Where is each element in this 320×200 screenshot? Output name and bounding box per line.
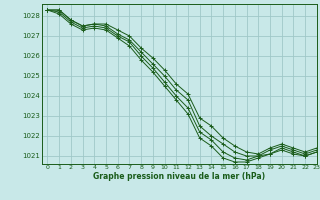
X-axis label: Graphe pression niveau de la mer (hPa): Graphe pression niveau de la mer (hPa) xyxy=(93,172,265,181)
